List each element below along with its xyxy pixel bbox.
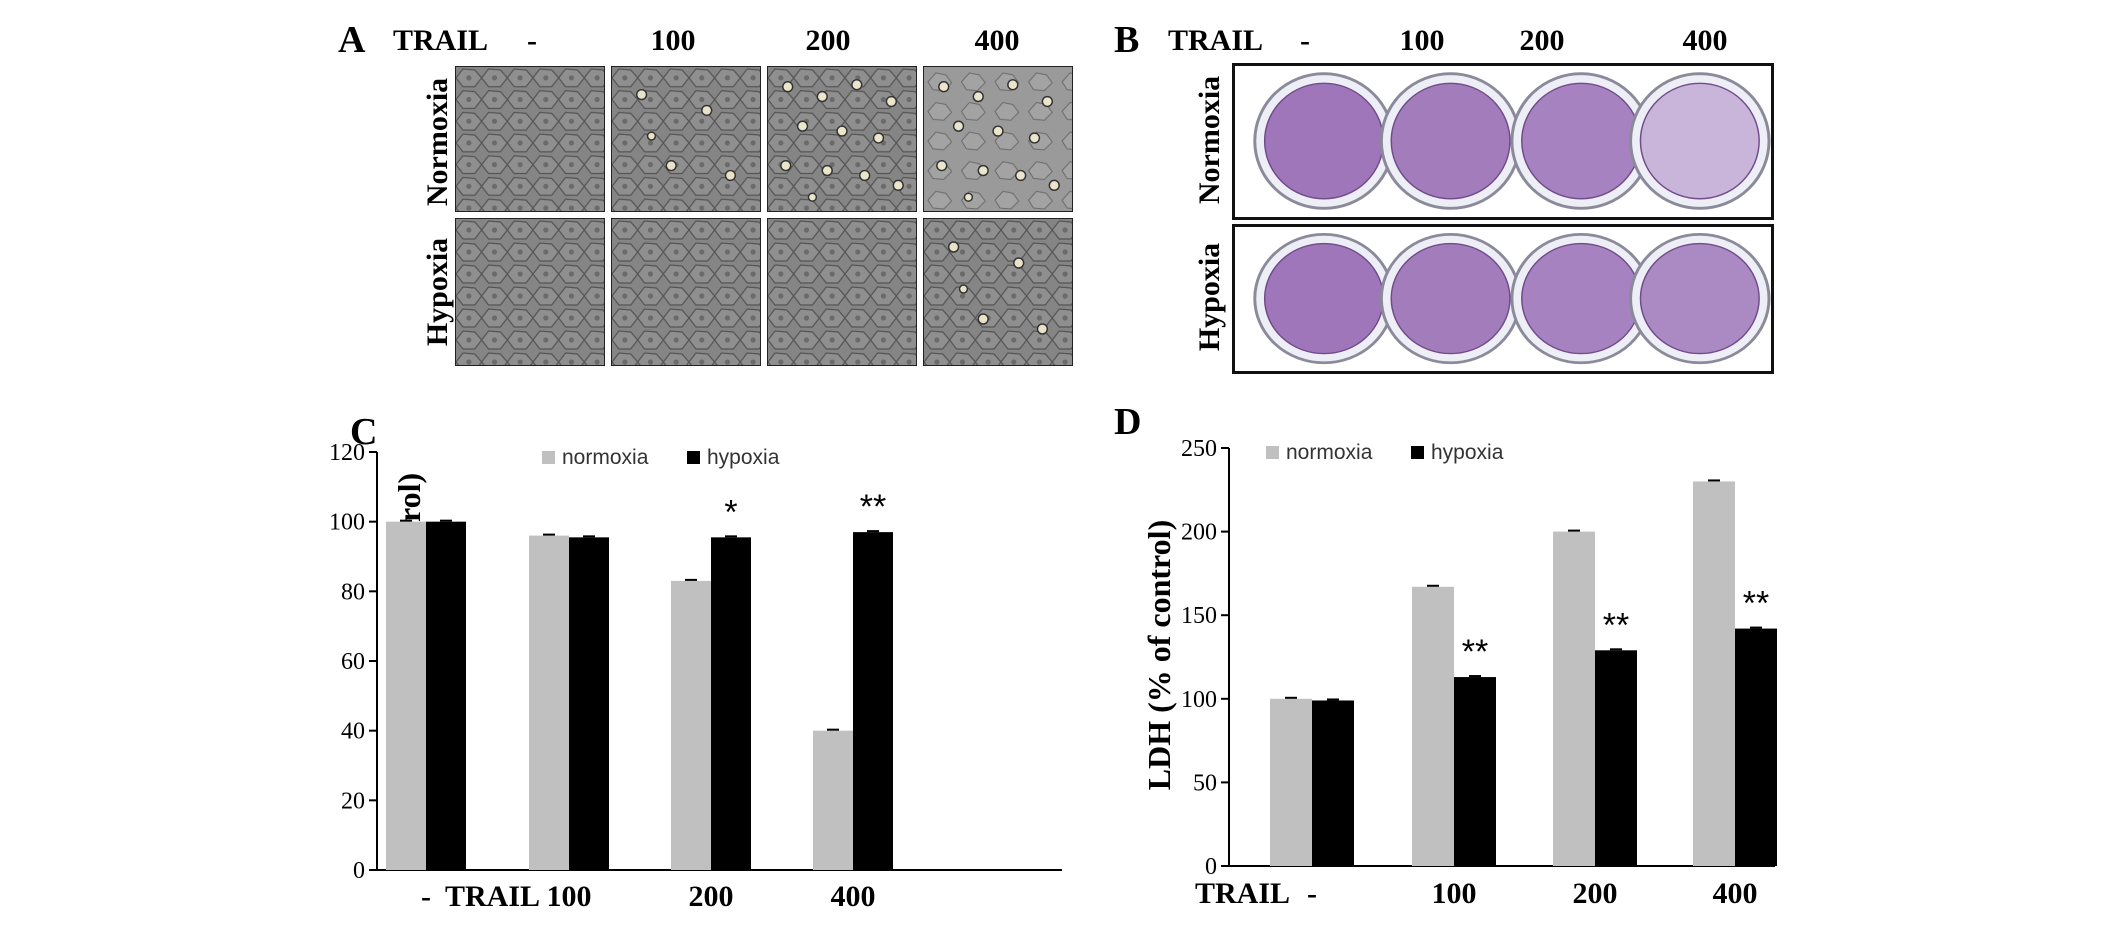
y-tick-label: 250 — [1181, 436, 1217, 462]
panel-b-dose-3: 400 — [1682, 24, 1728, 57]
category-label: 400 — [1713, 877, 1758, 910]
significance-marker: ** — [1603, 606, 1629, 644]
bar-hypoxia-0 — [1312, 700, 1354, 866]
significance-marker: * — [724, 493, 737, 531]
panel-c-letter: C — [350, 411, 378, 453]
panel-b-treatment-label: TRAIL — [1168, 24, 1264, 57]
stained-well — [1639, 82, 1760, 200]
x-axis-label: TRAIL — [445, 880, 540, 913]
plate-normoxia — [1232, 63, 1774, 220]
y-tick-label: 100 — [1181, 687, 1217, 713]
stained-well — [1390, 82, 1511, 200]
legend-label: hypoxia — [1431, 441, 1504, 464]
legend-label: normoxia — [562, 446, 649, 469]
y-tick-label: 200 — [1181, 520, 1217, 546]
legend-swatch — [1411, 446, 1424, 459]
y-tick-label: 100 — [329, 510, 365, 536]
micrograph-hypoxia-400 — [923, 218, 1073, 366]
category-label: 100 — [547, 880, 592, 913]
y-tick-label: 0 — [1205, 854, 1217, 880]
panel-d-letter: D — [1114, 401, 1142, 443]
micrograph-normoxia-100 — [611, 66, 761, 212]
category-label: - — [421, 880, 431, 913]
significance-marker: ** — [860, 488, 886, 526]
micrograph-normoxia-control — [455, 66, 605, 212]
legend-swatch — [1266, 446, 1279, 459]
y-tick-label: 120 — [329, 440, 365, 466]
bar-normoxia-0 — [1270, 698, 1312, 866]
panel-a-treatment-label: TRAIL — [393, 24, 489, 57]
micrograph-hypoxia-100 — [611, 218, 761, 366]
bar-hypoxia-1 — [1454, 677, 1496, 866]
legend-label: normoxia — [1286, 441, 1373, 464]
panel-a-dose-2: 200 — [805, 24, 851, 57]
bar-hypoxia-2 — [1595, 650, 1637, 866]
panel-a-dose-3: 400 — [974, 24, 1020, 57]
micrograph-normoxia-200 — [767, 66, 917, 212]
panel-b-letter: B — [1114, 19, 1140, 61]
bar-normoxia-1 — [1412, 586, 1454, 866]
panel-a-dose-0: - — [527, 24, 537, 57]
panel-b-dose-2: 200 — [1519, 24, 1565, 57]
x-axis-label: TRAIL — [1195, 877, 1290, 910]
significance-marker: ** — [1462, 633, 1488, 671]
panel-a-dose-1: 100 — [650, 24, 696, 57]
bar-normoxia-2 — [1553, 531, 1595, 866]
significance-marker: ** — [1743, 585, 1769, 623]
category-label: 200 — [689, 880, 734, 913]
category-label: 400 — [831, 880, 876, 913]
y-tick-label: 50 — [1193, 770, 1217, 796]
bar-hypoxia-0 — [426, 521, 466, 870]
stained-well — [1390, 242, 1511, 355]
legend-label: hypoxia — [707, 446, 780, 469]
micrograph-hypoxia-200 — [767, 218, 917, 366]
panel-b-dose-1: 100 — [1399, 24, 1445, 57]
stained-well — [1639, 242, 1760, 355]
bar-hypoxia-1 — [569, 537, 609, 870]
bar-normoxia-0 — [386, 521, 426, 870]
bar-hypoxia-2 — [711, 537, 751, 870]
plate-hypoxia — [1232, 224, 1774, 374]
bar-normoxia-3 — [813, 730, 853, 870]
bar-normoxia-1 — [529, 535, 569, 870]
well-rim — [1629, 72, 1771, 210]
legend-swatch — [687, 451, 700, 464]
y-tick-label: 20 — [341, 788, 365, 814]
bar-normoxia-2 — [671, 580, 711, 870]
panel-a-letter: A — [338, 19, 366, 61]
y-tick-label: 0 — [353, 858, 365, 884]
panel-b-dose-0: - — [1300, 24, 1310, 57]
y-tick-label: 40 — [341, 719, 365, 745]
y-axis-label: LDH (% of control) — [1141, 520, 1177, 790]
micrograph-hypoxia-control — [455, 218, 605, 366]
category-label: 200 — [1573, 877, 1618, 910]
category-label: 100 — [1432, 877, 1477, 910]
bar-hypoxia-3 — [853, 532, 893, 870]
y-tick-label: 80 — [341, 579, 365, 605]
y-tick-label: 60 — [341, 649, 365, 675]
micrograph-normoxia-400 — [923, 66, 1073, 212]
category-label: - — [1307, 877, 1317, 910]
bar-normoxia-3 — [1693, 481, 1735, 866]
y-tick-label: 150 — [1181, 603, 1217, 629]
bar-hypoxia-3 — [1735, 628, 1777, 866]
legend-swatch — [542, 451, 555, 464]
